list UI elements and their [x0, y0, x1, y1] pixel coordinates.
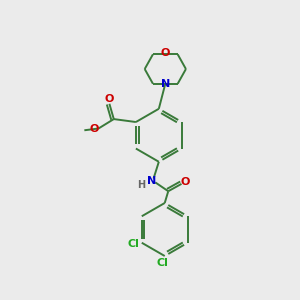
Text: O: O [181, 176, 190, 187]
Text: O: O [104, 94, 113, 104]
Text: Cl: Cl [156, 258, 168, 268]
Text: H: H [137, 180, 145, 190]
Text: N: N [147, 176, 156, 186]
Text: Cl: Cl [127, 239, 139, 249]
Text: O: O [90, 124, 99, 134]
Text: O: O [160, 48, 170, 58]
Text: N: N [161, 79, 170, 89]
